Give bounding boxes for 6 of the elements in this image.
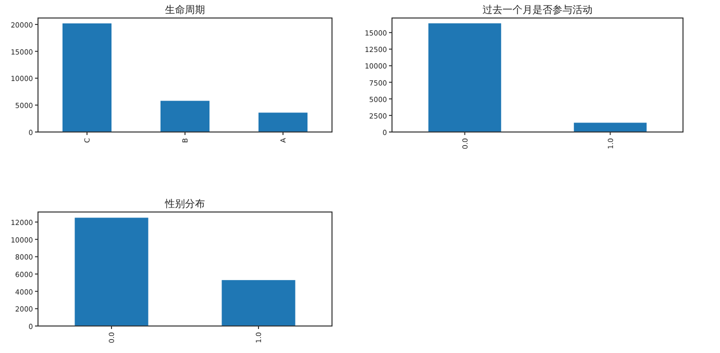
chart-title: 性别分布	[164, 198, 205, 210]
bar	[258, 112, 308, 132]
bar	[62, 23, 112, 132]
chart-title: 过去一个月是否参与活动	[482, 4, 592, 16]
bar	[160, 100, 210, 132]
chart-title: 生命周期	[165, 4, 205, 16]
